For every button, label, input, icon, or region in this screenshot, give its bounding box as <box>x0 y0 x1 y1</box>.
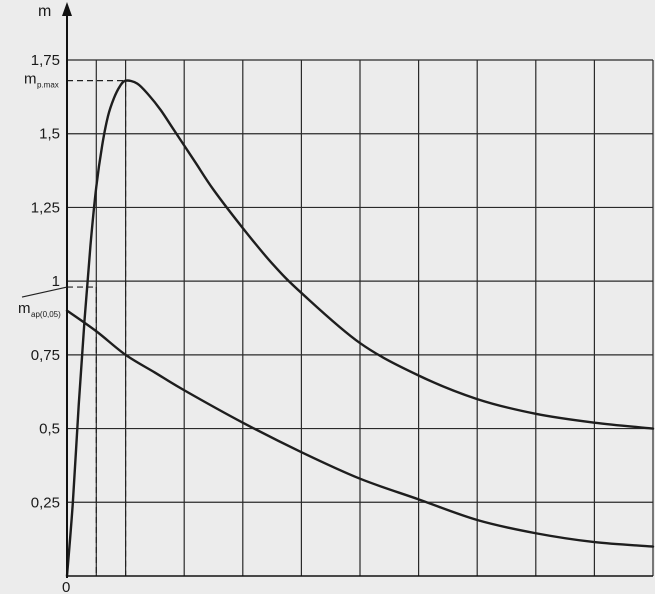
annotation-map-label: m <box>18 300 31 317</box>
y-axis-label: m <box>38 3 51 20</box>
y-tick-label: 1,75 <box>31 52 60 69</box>
annotation-mpmax-label: m <box>24 71 37 88</box>
curves <box>65 79 655 578</box>
curve-line-1 <box>65 79 655 578</box>
origin-label: 0 <box>62 579 70 594</box>
tick-labels: 0,25 0,5 0,75 1 1,25 1,5 1,75 0 m <box>31 3 71 594</box>
annotation-leader <box>21 286 68 298</box>
y-axis-arrow <box>62 2 72 16</box>
curve-line-2 <box>65 309 655 548</box>
guide-lines <box>67 80 127 576</box>
grid <box>67 59 654 576</box>
y-tick-label: 1,5 <box>39 126 60 143</box>
y-tick-label: 0,25 <box>31 494 60 511</box>
y-tick-label: 1 <box>52 273 60 290</box>
annotation-mpmax-subscript: p.max <box>37 81 59 90</box>
y-tick-label: 0,5 <box>39 421 60 438</box>
annotation-map-subscript: ap(0,05) <box>31 310 61 319</box>
y-tick-label: 1,25 <box>31 199 60 216</box>
y-tick-label: 0,75 <box>31 347 60 364</box>
axes <box>62 2 653 578</box>
